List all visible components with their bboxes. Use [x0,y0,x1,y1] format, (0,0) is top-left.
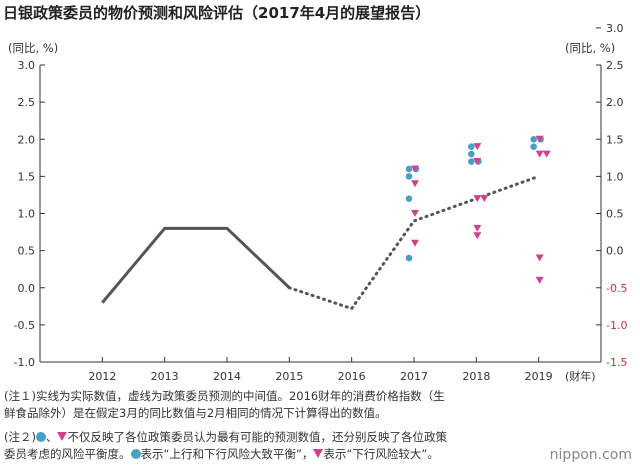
y-tick-label-right: 2.0 [606,96,624,109]
y-tick-label-right: 2.5 [606,59,624,72]
y-tick-label-left: 2.5 [18,96,36,109]
x-tick-label: 2018 [462,370,490,383]
downside-risk-point [473,143,482,151]
downside-risk-point [535,135,544,143]
balanced-risk-point [468,158,475,165]
x-tick-label: 2013 [151,370,179,383]
y-tick-label-right: 1.5 [606,133,624,146]
y-tick-label-left: 1.5 [18,170,36,183]
x-tick-label: 2017 [400,370,428,383]
chart-title: 日银政策委员的物价预测和风险评估（2017年4月的展望报告） [3,4,431,22]
balanced-risk-point [405,173,413,180]
x-tick-label: 2019 [525,370,553,383]
downside-risk-point [480,195,489,203]
y-tick-label-left: -0.5 [14,319,35,332]
note-2-line-2: 委员考虑的风险平衡度。 表示“上行和下行风险大致平衡”， 表示“下行风险较大”。 [4,446,439,463]
y-tick-label-right: 3.0 [606,22,624,35]
downside-risk-point [535,276,544,284]
x-tick-label: 2012 [88,370,116,383]
downside-marker-icon [57,432,68,441]
balanced-risk-point [530,143,537,150]
watermark: nippon.com [549,447,632,463]
y-tick-label-left: -1.0 [14,356,35,369]
y-tick-label-right: -1.0 [606,319,627,332]
note-2-line-1: (注２) 、不仅反映了各位政策委员认为最有可能的预测数值，还分别反映了各位政策 [4,429,447,446]
balanced-risk-point [405,254,413,262]
actual-series-line [101,226,291,304]
downside-risk-point [411,165,419,173]
y-tick-label-right: 1.0 [606,170,624,183]
note-1-line-2: 鲜食品除外）是在假定3月的同比数值与2月相同的情况下计算得出的数值。 [4,406,387,420]
chart-axes: -1.0 -0.5 0.0 0.5 1.0 1.5 2.0 2.5 3.0 -1.5 -1.0 -0.… [8,22,627,383]
downside-risk-point [411,180,419,188]
x-tick-label: 2014 [213,370,241,383]
note-2-text-1: 不仅反映了各位政策委员认为最有可能的预测数值，还分别反映了各位政策 [67,430,447,444]
note-2-line-2a: 委员考虑的风险平衡度。 [4,447,131,461]
downside-risk-point [473,224,482,232]
note-2-line-2b: 表示“上行和下行风险大致平衡”， [140,447,314,461]
median-forecast-line [287,174,541,311]
balanced-risk-point [405,165,413,173]
x-axis-title: (财年) [565,369,596,383]
downside-risk-point [535,150,544,158]
y-tick-label-right: -0.5 [606,282,627,295]
downside-marker-icon [313,449,324,458]
y-tick-label-right: 0.5 [606,208,624,221]
downside-risk-point [473,232,482,240]
downside-risk-point [473,158,482,166]
note-2-separator: 、 [45,430,58,444]
y-tick-label-left: 1.0 [18,208,36,221]
balanced-marker-icon [130,449,141,459]
chart-svg: -1.0 -0.5 0.0 0.5 1.0 1.5 2.0 2.5 3.0 -1.5 -1.0 -0.… [8,22,627,383]
y-tick-label-right: -1.5 [606,356,627,369]
balanced-risk-point [468,143,475,150]
note-2-prefix: (注２) [4,430,36,444]
y-tick-label-left: 2.0 [18,133,36,146]
downside-risk-point [411,210,419,217]
x-tick-label: 2016 [338,370,366,383]
note-1-line-1: (注１)实线为实际数值，虚线为政策委员预测的中间值。2016财年的消费价格指数（… [4,389,445,403]
y-tick-label-left: 0.0 [18,282,36,295]
downside-risk-point [473,195,482,203]
downside-risk-point [535,254,544,262]
y-tick-label-left: 3.0 [18,59,36,72]
balanced-risk-point [530,135,537,143]
y-tick-label-right: 0.0 [606,245,624,258]
downside-risk-point [411,239,419,247]
balanced-risk-point [468,150,475,158]
x-tick-label: 2015 [275,370,303,383]
y-tick-label-left: 0.5 [18,245,36,258]
y-axis-title-right: (同比, %) [565,41,615,55]
downside-risk-point [542,150,551,158]
balanced-risk-point [405,195,413,202]
note-2-line-2c: 表示“下行风险较大”。 [323,447,439,461]
y-axis-title-left: (同比, %) [8,41,58,55]
chart-marks [101,135,551,311]
balanced-marker-icon [35,432,46,442]
